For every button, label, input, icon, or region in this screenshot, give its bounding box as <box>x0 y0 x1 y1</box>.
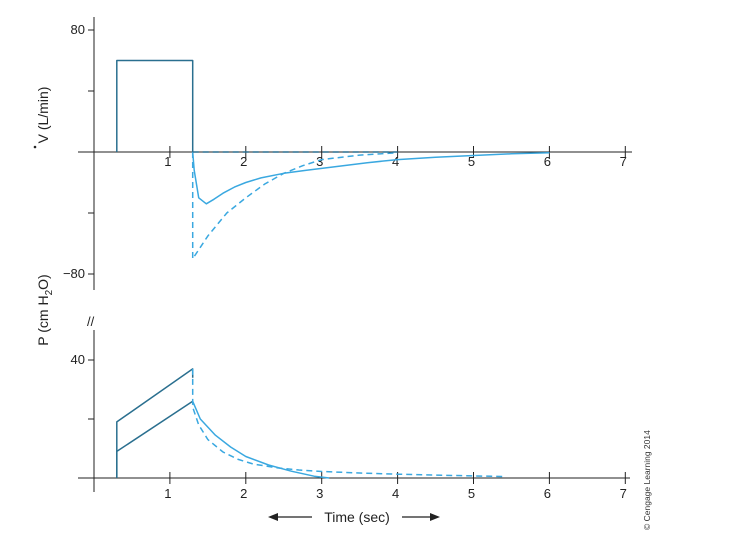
series-line-1 <box>191 151 550 205</box>
time-axis-label: Time (sec) <box>268 509 440 525</box>
x-tick-label: 3 <box>316 486 323 501</box>
series-line-2 <box>191 152 398 260</box>
pressure-axis-title: P (cm H2O) <box>35 274 55 345</box>
axis-break-mark: // <box>87 314 95 329</box>
copyright-text: © Cengage Learning 2014 <box>642 430 652 530</box>
x-tick-label: 2 <box>240 486 247 501</box>
x-tick-label: 6 <box>544 486 551 501</box>
x-tick-label: 6 <box>544 154 551 169</box>
x-tick-label: 7 <box>620 154 627 169</box>
pressure-axis-title-text: P (cm H2O) <box>35 274 55 345</box>
x-tick-label: 7 <box>620 486 627 501</box>
x-tick-label: 5 <box>468 486 475 501</box>
flow-axis-title-text: V (L/min) <box>35 87 51 144</box>
y-tick-label: 40 <box>71 352 85 367</box>
pressure-chart-panel: 40 1 2 3 4 5 6 7 <box>71 330 630 501</box>
series-line-0 <box>116 59 194 152</box>
flow-overdot <box>33 145 37 149</box>
x-tick-label: 1 <box>164 486 171 501</box>
y-tick-label: −80 <box>63 266 85 281</box>
time-arrow-left-head <box>268 513 278 521</box>
series-line-3 <box>191 368 504 478</box>
x-tick-label: 1 <box>164 154 171 169</box>
x-tick-label: 3 <box>316 154 323 169</box>
y-tick-label: 80 <box>71 22 85 37</box>
x-tick-label: 5 <box>468 154 475 169</box>
x-tick-label: 4 <box>392 486 399 501</box>
x-tick-label: 2 <box>240 154 247 169</box>
flow-axis-title: V (L/min) <box>33 87 51 149</box>
pressure-axis-title-main: P (cm H <box>35 295 51 345</box>
time-arrow-right-head <box>430 513 440 521</box>
series-line-0 <box>116 368 194 478</box>
flow-chart-panel: 80 −80 1 2 3 4 5 6 7 <box>63 17 632 290</box>
x-tick-label: 4 <box>392 154 399 169</box>
time-axis-title: Time (sec) <box>324 509 390 525</box>
series-line-2 <box>192 401 330 479</box>
pressure-axis-title-end: O) <box>35 274 51 290</box>
pressure-axis-title-subscript: 2 <box>44 289 55 295</box>
series-line-1 <box>116 400 194 478</box>
